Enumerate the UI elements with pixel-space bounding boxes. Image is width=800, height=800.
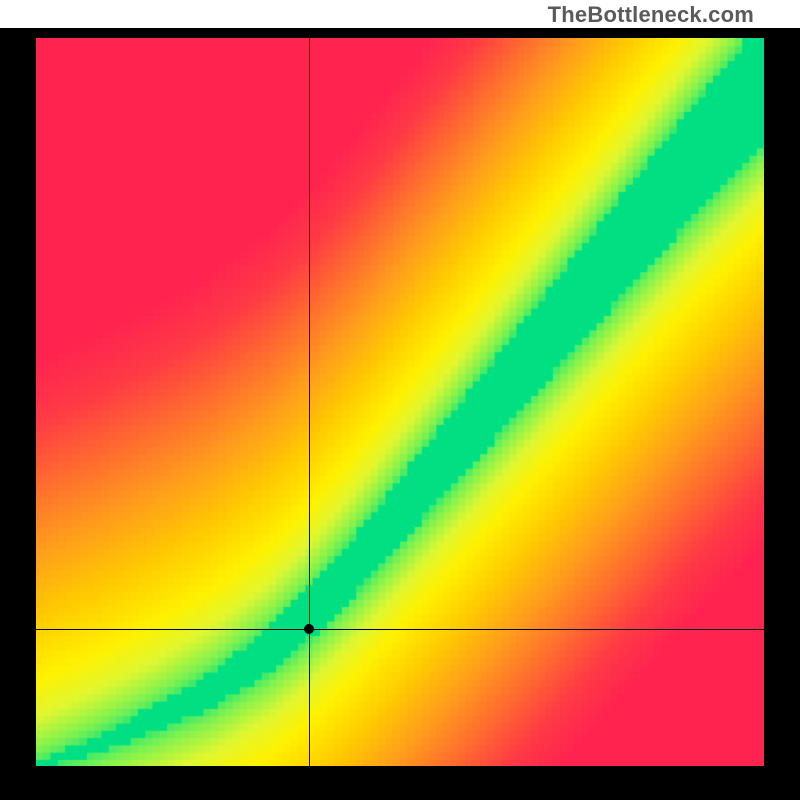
watermark-text: TheBottleneck.com	[548, 2, 754, 28]
plot-area	[36, 38, 764, 766]
crosshair-vertical	[309, 38, 310, 766]
heatmap-canvas	[36, 38, 764, 766]
crosshair-marker	[304, 624, 314, 634]
chart-container: TheBottleneck.com	[0, 0, 800, 800]
chart-frame	[0, 28, 800, 800]
crosshair-horizontal	[36, 629, 764, 630]
